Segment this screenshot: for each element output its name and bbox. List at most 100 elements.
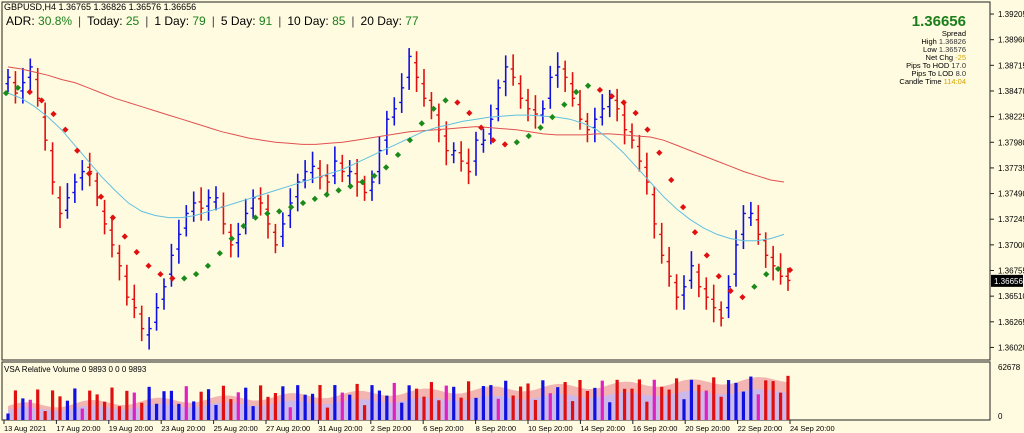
trend-dot xyxy=(181,275,188,282)
volume-bar xyxy=(578,379,582,420)
volume-bar xyxy=(749,376,753,420)
price-axis-label: 1.36265 xyxy=(998,318,1024,327)
volume-bar xyxy=(303,394,307,420)
time-axis-label: 6 Sep 20:00 xyxy=(423,424,463,433)
time-axis-label: 14 Sep 20:00 xyxy=(580,424,625,433)
trend-dot xyxy=(501,141,509,148)
trend-dot xyxy=(26,88,33,96)
volume-bar xyxy=(541,380,545,420)
volume-bar xyxy=(414,388,419,420)
adr-item: 20 Day: 77 xyxy=(361,14,419,28)
trend-dot xyxy=(478,124,485,131)
trend-dot xyxy=(2,89,10,97)
trend-dot xyxy=(668,176,675,184)
volume-bar xyxy=(58,396,62,420)
price-axis-label: 1.36510 xyxy=(998,292,1024,301)
trend-dot xyxy=(430,105,437,112)
time-axis-label: 19 Aug 20:00 xyxy=(109,424,153,433)
adr-separator: | xyxy=(145,14,149,28)
volume-bar xyxy=(548,393,552,420)
volume-bar xyxy=(407,385,411,420)
volume-bar xyxy=(741,391,746,420)
price-pane-frame xyxy=(1,1,991,361)
price-axis-label: 1.38470 xyxy=(998,87,1024,96)
volume-axis-max: 62678 xyxy=(998,363,1021,372)
info-row-label: Candle Time xyxy=(899,77,944,86)
trend-dot xyxy=(288,204,295,211)
volume-bar xyxy=(21,398,25,420)
volume-bar xyxy=(184,386,188,420)
fast-moving-average-line xyxy=(7,92,785,242)
volume-bar xyxy=(437,400,441,420)
volume-bar xyxy=(593,387,597,420)
info-row: Candle Time 114:04 xyxy=(899,78,966,86)
info-row-label: Pips To LOD xyxy=(911,69,956,78)
adr-item-value: 85 xyxy=(332,14,346,28)
volume-bar xyxy=(712,377,716,420)
trend-dot xyxy=(252,214,259,221)
volume-bar xyxy=(392,382,396,420)
adr-separator: | xyxy=(351,14,355,28)
volume-bar xyxy=(719,396,723,420)
time-axis-label: 31 Aug 20:00 xyxy=(318,424,362,433)
volume-bar xyxy=(429,382,434,420)
adr-item: ADR: 30.8% xyxy=(6,14,72,28)
volume-bar xyxy=(697,384,701,420)
adr-item-value: 30.8% xyxy=(38,14,73,28)
info-row: Spread xyxy=(899,30,966,38)
volume-bar xyxy=(88,390,92,420)
volume-bar xyxy=(199,391,203,420)
price-axis-label: 1.36755 xyxy=(998,267,1024,276)
volume-bar xyxy=(764,380,768,420)
adr-item-label: 5 Day: xyxy=(220,14,259,28)
trend-dot xyxy=(50,110,57,118)
trend-dot xyxy=(38,97,45,104)
symbol-ohlc-line: GBPUSD,H4 1.36765 1.36826 1.36576 1.3665… xyxy=(4,2,197,12)
volume-bar xyxy=(689,379,694,420)
price-axis-label: 1.36020 xyxy=(998,343,1024,352)
volume-bar xyxy=(325,407,330,420)
volume-bar xyxy=(526,383,530,420)
volume-bar xyxy=(422,396,426,420)
volume-bar xyxy=(36,389,40,420)
time-axis-label: 13 Aug 2021 xyxy=(4,424,46,433)
volume-bar xyxy=(533,399,538,420)
trend-dot xyxy=(774,265,782,273)
volume-bar xyxy=(452,386,456,420)
time-axis-label: 10 Sep 20:00 xyxy=(528,424,573,433)
adr-separator: | xyxy=(211,14,215,28)
current-price-big: 1.36656 xyxy=(911,13,966,30)
trend-dot xyxy=(121,233,128,240)
adr-item: Today: 25 xyxy=(87,14,139,28)
info-row-label: Low xyxy=(923,45,939,54)
adr-indicator-bar: ADR: 30.8% | Today: 25 | 1 Day: 79 | 5 Day: 91… xyxy=(6,14,419,28)
price-axis-label: 1.38715 xyxy=(998,61,1024,70)
volume-bar xyxy=(630,388,634,420)
trend-dot xyxy=(442,97,449,104)
trend-dot xyxy=(644,126,651,133)
trend-dot xyxy=(763,271,770,278)
trend-dot xyxy=(86,170,93,177)
volume-bar xyxy=(80,408,84,420)
volume-bar xyxy=(169,390,174,420)
volume-bar xyxy=(258,385,263,420)
adr-item-value: 79 xyxy=(192,14,206,28)
volume-bar xyxy=(348,394,352,420)
volume-bar xyxy=(466,381,471,420)
volume-bar xyxy=(377,390,382,420)
trend-dot xyxy=(739,294,746,301)
adr-separator: | xyxy=(278,14,282,28)
adr-item-value: 91 xyxy=(258,14,273,28)
adr-item-value: 25 xyxy=(125,14,140,28)
volume-bar xyxy=(622,388,627,420)
info-row-label: High xyxy=(921,37,939,46)
trend-dot xyxy=(406,137,414,144)
adr-item: 10 Day: 85 xyxy=(287,14,345,28)
trend-dot xyxy=(216,250,223,257)
trend-dot xyxy=(620,99,627,106)
volume-bar xyxy=(73,388,77,420)
trend-dot xyxy=(204,262,212,269)
volume-bar xyxy=(214,404,218,420)
